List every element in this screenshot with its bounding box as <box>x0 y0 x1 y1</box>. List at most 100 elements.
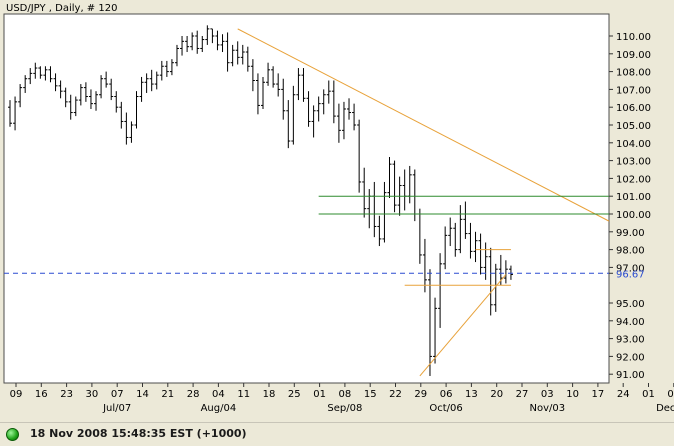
x-tick-label: 08 <box>667 389 674 400</box>
x-tick-label: 17 <box>592 389 605 400</box>
x-tick-label: 18 <box>263 389 276 400</box>
ohlc-bar <box>169 59 174 76</box>
price-chart: USD/JPY , Daily, # 120 110.00 109.00 108.0… <box>3 3 674 414</box>
y-tick-label: 100.00 <box>616 210 651 221</box>
ohlc-bar <box>159 60 164 81</box>
ohlc-bar <box>53 73 58 92</box>
ohlc-bar <box>422 238 427 293</box>
ohlc-bar <box>448 217 453 247</box>
y-tick-label: 98.00 <box>616 246 645 257</box>
ohlc-bar <box>210 28 215 44</box>
ohlc-bar <box>78 84 83 106</box>
ohlc-bar <box>43 66 48 81</box>
ohlc-bar <box>104 71 109 88</box>
ohlc-bar <box>225 32 230 72</box>
ohlc-bar <box>48 66 53 83</box>
ohlc-bar <box>271 66 276 88</box>
ohlc-bar <box>438 253 443 328</box>
ohlc-bar <box>149 69 154 92</box>
ohlc-bar <box>240 44 245 65</box>
ohlc-bar <box>33 62 38 79</box>
y-tick-label: 93.00 <box>616 335 645 346</box>
ohlc-bar <box>235 41 240 65</box>
x-month-label: Sep/08 <box>327 403 362 414</box>
ohlc-bar <box>306 91 311 127</box>
ohlc-bar <box>352 103 357 131</box>
x-tick-label: 28 <box>187 389 200 400</box>
ohlc-bar <box>250 59 255 92</box>
ohlc-bar <box>458 205 463 254</box>
ohlc-bar <box>427 269 432 376</box>
ohlc-bar <box>311 105 316 138</box>
x-tick-label: 09 <box>10 389 23 400</box>
ohlc-bar <box>205 25 210 45</box>
ohlc-bar <box>200 36 205 53</box>
x-tick-label: 08 <box>339 389 352 400</box>
ohlc-bar <box>38 66 43 79</box>
ohlc-bar <box>94 91 99 111</box>
y-tick-label: 101.00 <box>616 192 651 203</box>
y-tick-label: 107.00 <box>616 85 651 96</box>
ohlc-bar <box>8 100 12 127</box>
ohlc-bar <box>164 60 169 77</box>
status-bar: 18 Nov 2008 15:48:35 EST (+1000) <box>0 422 674 446</box>
ohlc-bar <box>245 46 250 72</box>
ohlc-bar <box>83 82 88 102</box>
x-tick-label: 27 <box>516 389 529 400</box>
ohlc-bar <box>154 71 159 90</box>
ohlc-bar <box>331 80 336 124</box>
ohlc-bar <box>357 119 362 193</box>
ohlc-bar <box>433 297 438 364</box>
x-tick-label: 16 <box>35 389 48 400</box>
x-tick-label: 21 <box>161 389 174 400</box>
x-tick-label: 04 <box>212 389 225 400</box>
ohlc-bar <box>261 76 265 109</box>
x-tick-label: 24 <box>617 389 630 400</box>
ohlc-bar <box>255 73 260 115</box>
y-tick-label: 108.00 <box>616 68 651 79</box>
x-tick-label: 25 <box>288 389 301 400</box>
x-tick-label: 01 <box>642 389 655 400</box>
ohlc-bar <box>99 75 104 99</box>
ohlc-bar <box>220 34 225 53</box>
ohlc-bar <box>139 76 144 102</box>
x-tick-label: 06 <box>440 389 453 400</box>
x-axis: 09 16 23 30 07 14 21 28 04 11 18 25 01 08 15 22 29 06 13 20… <box>10 383 674 414</box>
ohlc-bar <box>119 101 124 129</box>
y-tick-label: 92.00 <box>616 352 645 363</box>
x-tick-label: 29 <box>414 389 427 400</box>
ohlc-bar <box>301 68 306 102</box>
y-tick-label: 110.00 <box>616 32 651 43</box>
ohlc-bar <box>473 231 478 263</box>
ohlc-bar <box>58 80 63 99</box>
ohlc-bar <box>478 233 483 275</box>
ohlc-bar <box>88 89 93 109</box>
ohlc-bar <box>286 100 291 149</box>
ohlc-bar <box>387 157 392 198</box>
ohlc-bar <box>129 121 134 143</box>
ohlc-bar <box>28 68 33 85</box>
ohlc-bar <box>180 36 185 56</box>
x-month-label: Jul/07 <box>102 403 131 414</box>
x-tick-label: 07 <box>111 389 124 400</box>
ohlc-bar <box>13 96 18 131</box>
y-tick-label: 104.00 <box>616 139 651 150</box>
chart-title: USD/JPY , Daily, # 120 <box>6 3 117 14</box>
plot-area <box>3 13 610 384</box>
y-tick-label: 95.00 <box>616 299 645 310</box>
ohlc-bar <box>382 181 387 243</box>
ohlc-bar <box>453 222 458 257</box>
ohlc-bar <box>18 84 23 108</box>
ohlc-bar <box>468 222 473 259</box>
ohlc-bar <box>23 75 28 93</box>
triangle-rising-line <box>419 274 507 377</box>
connection-status-icon <box>6 428 19 441</box>
ohlc-bar <box>341 101 346 140</box>
y-tick-label: 99.00 <box>616 228 645 239</box>
downtrend-line <box>237 28 610 222</box>
x-month-label: Dec/08 <box>656 403 674 414</box>
x-month-label: Nov/03 <box>529 403 565 414</box>
ohlc-bar <box>124 112 129 145</box>
ohlc-bar <box>503 260 508 284</box>
x-tick-label: 23 <box>60 389 73 400</box>
